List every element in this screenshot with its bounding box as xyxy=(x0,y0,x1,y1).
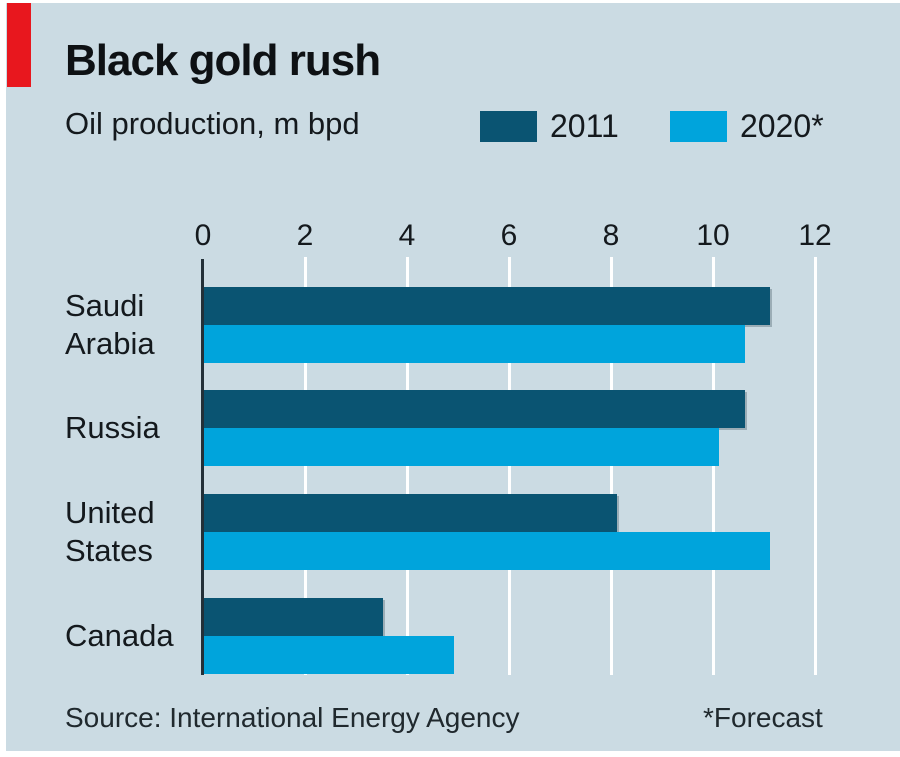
x-tick-label-8: 8 xyxy=(602,219,620,252)
bar-saudi-arabia-2011 xyxy=(204,287,770,325)
gridline-8 xyxy=(609,257,613,675)
bar-saudi-arabia-2020 xyxy=(204,325,745,363)
axis-zero-line xyxy=(201,259,204,675)
x-tick-label-4: 4 xyxy=(398,219,416,252)
legend-item-2011: 2011 xyxy=(480,108,619,144)
forecast-note: *Forecast xyxy=(703,702,823,733)
bar-canada-2011 xyxy=(204,598,383,636)
gridline-2 xyxy=(303,257,307,675)
x-tick-label-0: 0 xyxy=(194,219,212,252)
category-label-united-states: United States xyxy=(65,495,155,568)
legend-label-2020: 2020* xyxy=(740,108,824,144)
chart-title: Black gold rush xyxy=(65,36,381,85)
bar-canada-2020 xyxy=(204,636,454,674)
legend-item-2020: 2020* xyxy=(670,108,824,144)
gridline-4 xyxy=(405,257,409,675)
legend-swatch-2020 xyxy=(670,111,727,142)
legend-swatch-2011 xyxy=(480,111,537,142)
category-label-canada: Canada xyxy=(65,618,174,653)
bar-russia-2020 xyxy=(204,428,719,466)
gridline-12 xyxy=(813,257,817,675)
chart-card: Black gold rush Oil production, m bpd 20… xyxy=(6,3,900,751)
x-tick-label-2: 2 xyxy=(296,219,314,252)
x-tick-label-6: 6 xyxy=(500,219,518,252)
category-label-russia: Russia xyxy=(65,410,160,445)
source-note: Source: International Energy Agency xyxy=(65,702,520,733)
gridline-10 xyxy=(711,257,715,675)
bar-united-states-2011 xyxy=(204,494,617,532)
plot-area: 0 2 4 6 8 10 12 Saudi Arabia Russia United States Ca… xyxy=(6,3,900,751)
bar-russia-2011 xyxy=(204,390,745,428)
chart-subtitle: Oil production, m bpd xyxy=(65,106,360,141)
bar-united-states-2020 xyxy=(204,532,770,570)
x-tick-label-10: 10 xyxy=(696,219,730,252)
economist-red-tab xyxy=(7,3,31,87)
x-tick-label-12: 12 xyxy=(798,219,832,252)
category-label-saudi-arabia: Saudi Arabia xyxy=(65,288,155,361)
legend-label-2011: 2011 xyxy=(550,108,619,144)
gridline-6 xyxy=(507,257,511,675)
